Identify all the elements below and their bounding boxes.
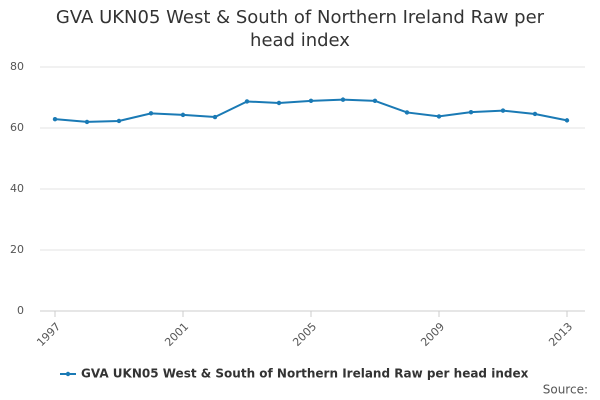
legend-label: GVA UKN05 West & South of Northern Irela… xyxy=(81,367,529,381)
y-tick-label: 80 xyxy=(10,60,24,73)
data-point xyxy=(212,114,218,120)
y-tick-label: 40 xyxy=(10,182,24,195)
x-tick-label: 1997 xyxy=(34,320,63,349)
data-point xyxy=(84,119,90,125)
y-tick-label: 60 xyxy=(10,121,24,134)
data-point xyxy=(244,99,250,104)
x-tick-label: 2013 xyxy=(546,320,575,349)
data-point xyxy=(564,118,570,123)
data-point xyxy=(372,98,378,104)
data-point xyxy=(404,110,410,115)
data-point xyxy=(276,100,282,106)
data-point xyxy=(340,97,346,102)
data-point xyxy=(532,111,538,117)
data-point xyxy=(116,118,122,124)
data-point xyxy=(468,109,474,115)
chart-title: GVA UKN05 West & South of Northern Irela… xyxy=(55,7,545,51)
data-point xyxy=(308,98,314,104)
data-point xyxy=(500,108,506,113)
y-tick-label: 0 xyxy=(17,304,24,317)
x-tick-label: 2001 xyxy=(162,320,191,349)
data-point xyxy=(436,114,442,119)
y-tick-label: 20 xyxy=(10,243,24,256)
data-point xyxy=(148,111,154,116)
data-point xyxy=(180,112,186,118)
legend-marker xyxy=(65,371,71,377)
data-point xyxy=(52,116,58,122)
source: Source: xyxy=(543,383,588,397)
x-tick-label: 2009 xyxy=(418,320,447,349)
x-tick-label: 2005 xyxy=(290,320,319,349)
